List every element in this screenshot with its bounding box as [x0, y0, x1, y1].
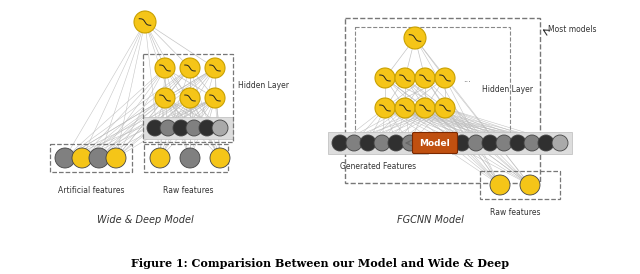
- Ellipse shape: [180, 88, 200, 108]
- Text: Hidden Layer: Hidden Layer: [238, 81, 289, 90]
- Ellipse shape: [186, 120, 202, 136]
- Ellipse shape: [205, 58, 225, 78]
- Ellipse shape: [520, 175, 540, 195]
- Bar: [144, 144, 228, 172]
- Ellipse shape: [395, 98, 415, 118]
- Ellipse shape: [374, 135, 390, 151]
- Bar: [143, 117, 233, 139]
- Text: Raw features: Raw features: [163, 186, 213, 195]
- Text: Model: Model: [420, 138, 451, 147]
- Bar: [452, 132, 572, 154]
- Ellipse shape: [147, 120, 163, 136]
- Ellipse shape: [180, 148, 200, 168]
- Ellipse shape: [210, 148, 230, 168]
- Ellipse shape: [180, 58, 200, 78]
- Ellipse shape: [435, 98, 455, 118]
- Bar: [50, 144, 132, 172]
- Ellipse shape: [89, 148, 109, 168]
- Text: Hidden Layer: Hidden Layer: [482, 85, 533, 95]
- Ellipse shape: [404, 27, 426, 49]
- Text: Wide & Deep Model: Wide & Deep Model: [97, 215, 193, 225]
- Ellipse shape: [395, 68, 415, 88]
- Bar: [480, 171, 560, 199]
- Bar: [143, 54, 233, 142]
- Bar: [345, 18, 540, 183]
- Ellipse shape: [496, 135, 512, 151]
- Text: Artificial features: Artificial features: [58, 186, 124, 195]
- Ellipse shape: [173, 120, 189, 136]
- Ellipse shape: [346, 135, 362, 151]
- Text: ...: ...: [463, 76, 471, 84]
- Ellipse shape: [454, 135, 470, 151]
- Ellipse shape: [375, 98, 395, 118]
- Ellipse shape: [435, 68, 455, 88]
- Ellipse shape: [388, 135, 404, 151]
- Text: Most models: Most models: [548, 25, 596, 35]
- Bar: [355, 27, 510, 147]
- Ellipse shape: [468, 135, 484, 151]
- Ellipse shape: [552, 135, 568, 151]
- Ellipse shape: [55, 148, 75, 168]
- Ellipse shape: [490, 175, 510, 195]
- Ellipse shape: [360, 135, 376, 151]
- Ellipse shape: [72, 148, 92, 168]
- Text: Raw features: Raw features: [490, 208, 540, 217]
- Ellipse shape: [332, 135, 348, 151]
- Bar: [328, 132, 428, 154]
- Ellipse shape: [150, 148, 170, 168]
- Ellipse shape: [155, 88, 175, 108]
- Ellipse shape: [212, 120, 228, 136]
- Ellipse shape: [134, 11, 156, 33]
- Ellipse shape: [199, 120, 215, 136]
- Ellipse shape: [510, 135, 526, 151]
- Ellipse shape: [160, 120, 176, 136]
- Ellipse shape: [538, 135, 554, 151]
- Text: FGCNN Model: FGCNN Model: [397, 215, 463, 225]
- Ellipse shape: [415, 68, 435, 88]
- Ellipse shape: [205, 88, 225, 108]
- Text: Figure 1: Comparision Between our Model and Wide & Deep: Figure 1: Comparision Between our Model …: [131, 258, 509, 269]
- Ellipse shape: [524, 135, 540, 151]
- Text: Generated Features: Generated Features: [340, 162, 416, 171]
- FancyBboxPatch shape: [413, 133, 458, 153]
- Ellipse shape: [415, 98, 435, 118]
- Ellipse shape: [375, 68, 395, 88]
- Ellipse shape: [106, 148, 126, 168]
- Ellipse shape: [482, 135, 498, 151]
- Ellipse shape: [402, 135, 418, 151]
- Ellipse shape: [155, 58, 175, 78]
